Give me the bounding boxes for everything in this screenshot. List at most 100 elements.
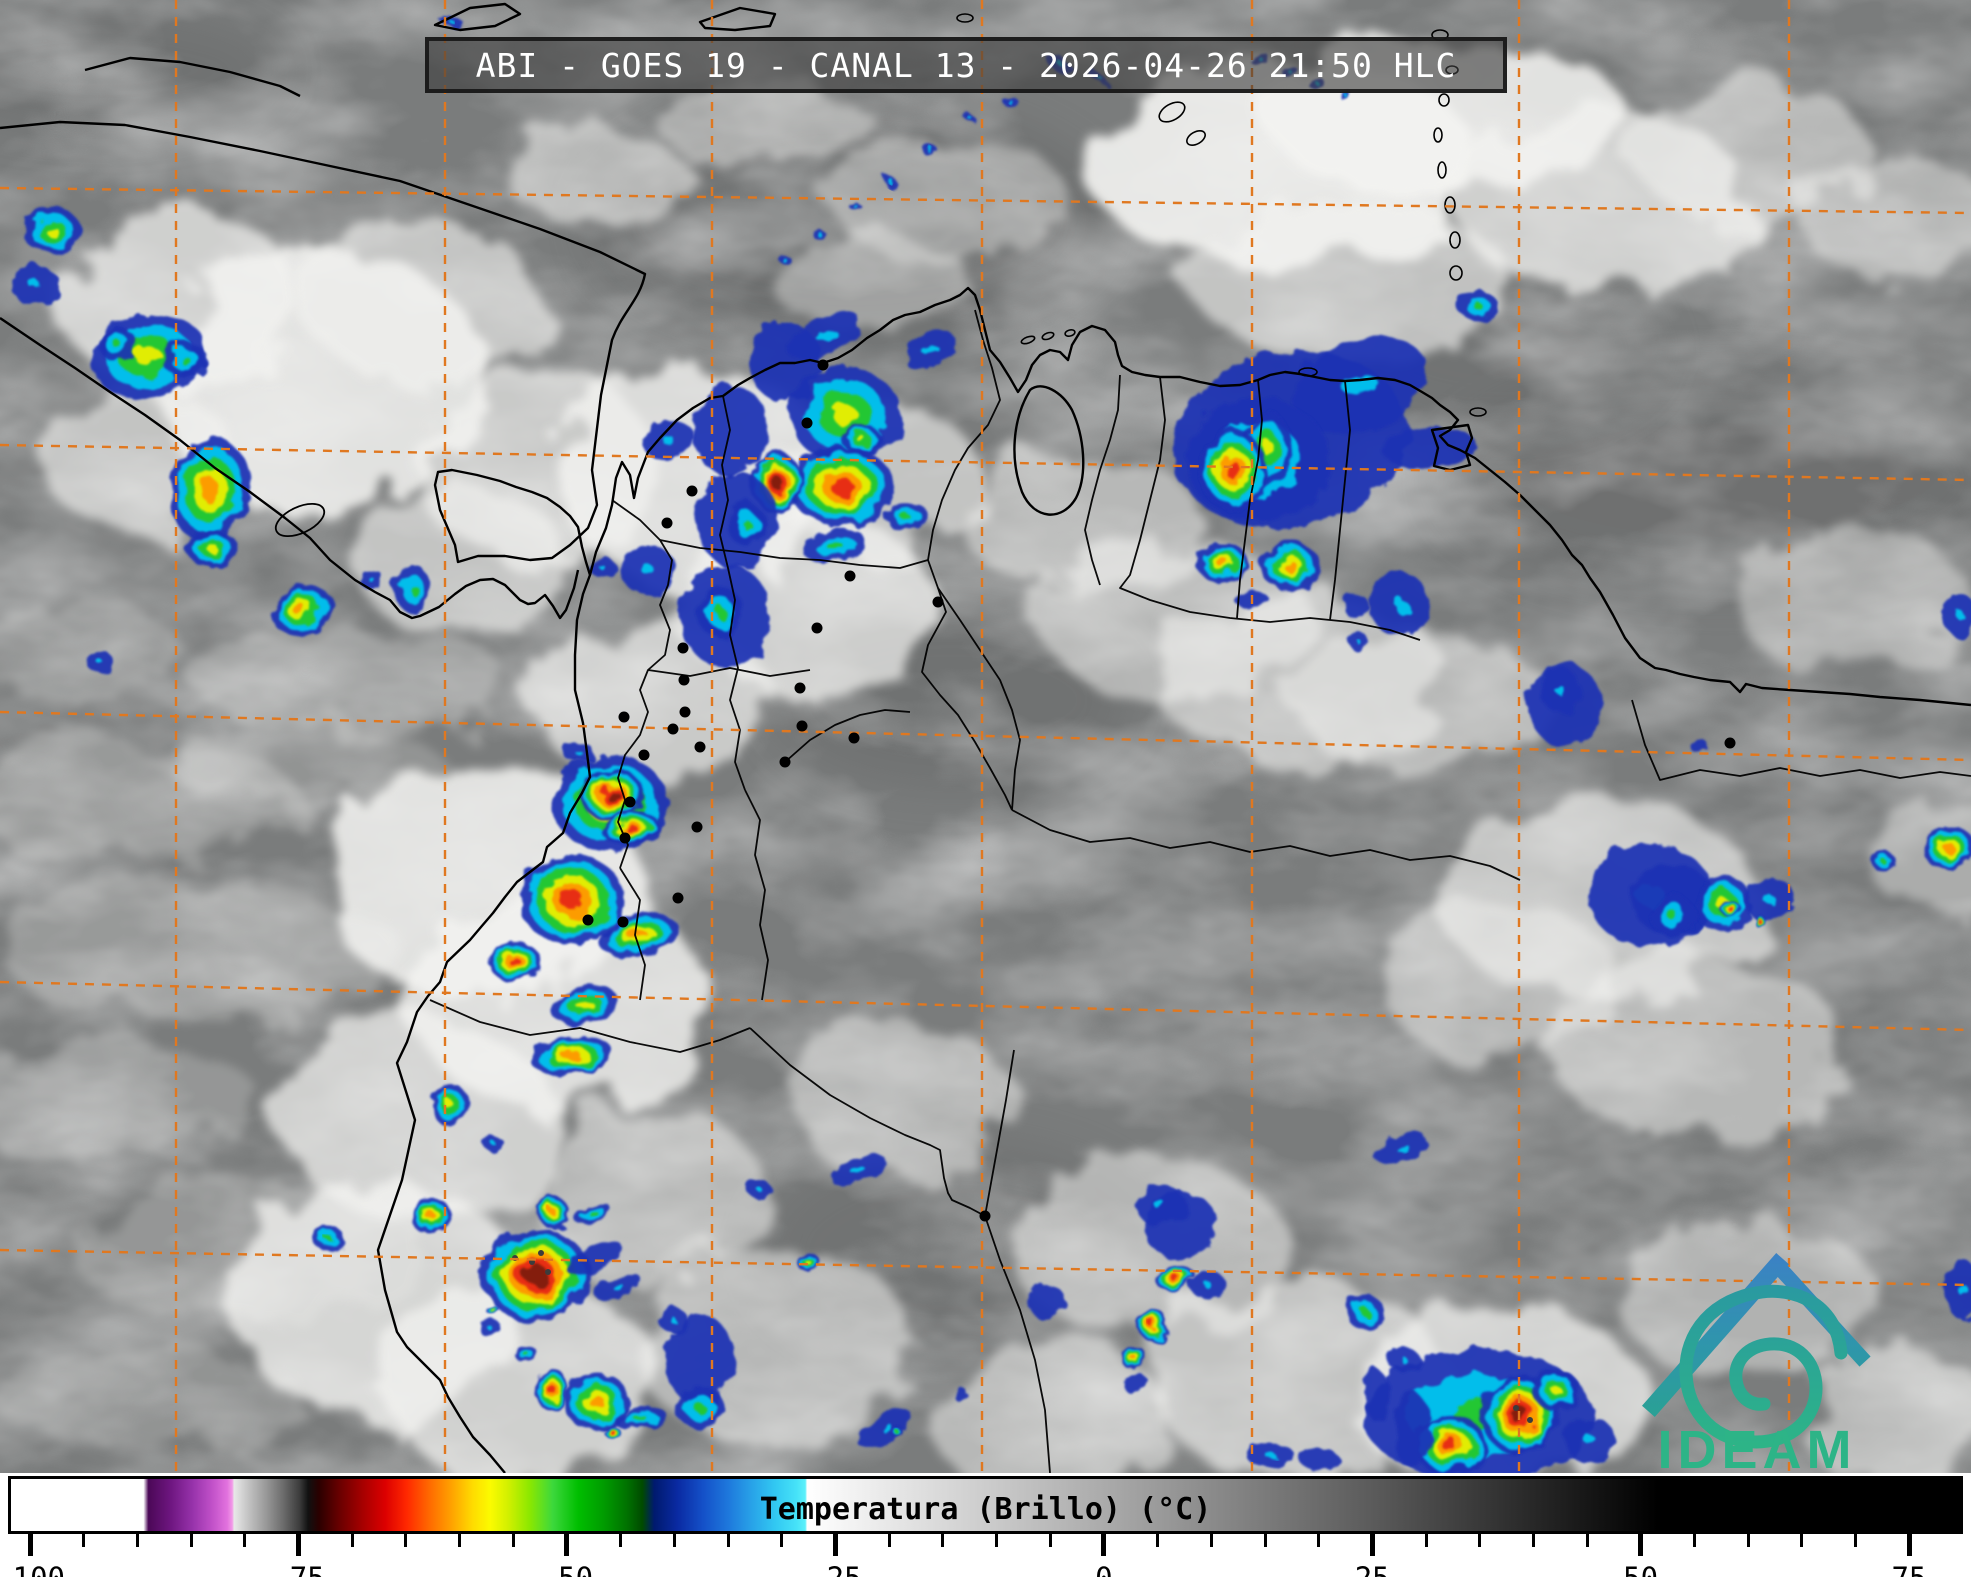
convective-cell xyxy=(1650,895,1694,935)
colorbar-minor-tick xyxy=(995,1534,998,1547)
convective-cell xyxy=(520,854,624,946)
city-dot xyxy=(796,720,808,732)
convective-cell xyxy=(829,1154,887,1186)
convective-cell xyxy=(1196,542,1248,582)
city-dot xyxy=(811,622,823,634)
colorbar-minor-tick xyxy=(887,1534,891,1547)
cloud-mass xyxy=(1290,630,1550,770)
lake-nicaragua xyxy=(274,502,326,538)
satellite-map: ABI - GOES 19 - CANAL 13 - 2026-04-26 21… xyxy=(0,0,1971,1473)
cloud-mass xyxy=(1730,530,1970,670)
convective-cells-layer xyxy=(12,15,1971,1473)
city-dot xyxy=(619,832,631,844)
colorbar-minor-tick xyxy=(1854,1534,1858,1547)
cloud-mass xyxy=(650,80,870,160)
colorbar-minor-tick xyxy=(189,1534,193,1547)
city-dot xyxy=(638,749,650,761)
convective-cell xyxy=(904,330,956,370)
coast-jamaica xyxy=(698,6,777,32)
convective-cell xyxy=(478,1320,502,1336)
country-department-borders xyxy=(429,309,1971,1473)
city-dot xyxy=(817,359,829,371)
colorbar-minor-tick xyxy=(672,1534,676,1547)
convective-cell xyxy=(1190,1271,1226,1299)
coast-trinidad xyxy=(1430,423,1474,472)
city-dot xyxy=(582,914,594,926)
cloud-mass xyxy=(1800,160,1971,280)
city-dot xyxy=(801,417,813,429)
convective-cell xyxy=(98,329,138,361)
colorbar-minor-tick xyxy=(1585,1534,1589,1547)
cloud-mass xyxy=(930,1340,1170,1473)
convective-cell xyxy=(885,501,925,531)
cloud-mass xyxy=(510,130,690,230)
convective-cell xyxy=(272,584,332,636)
cloud-mass xyxy=(0,1040,260,1160)
convective-cell xyxy=(486,1305,500,1315)
convective-cell xyxy=(1344,595,1370,619)
convective-cell xyxy=(432,1083,468,1127)
convective-cell xyxy=(1532,1370,1580,1410)
city-dot xyxy=(1724,737,1736,749)
convective-cell xyxy=(892,1429,904,1437)
island xyxy=(1469,407,1487,417)
colorbar-tick-label: -50 xyxy=(541,1561,593,1577)
convective-cell xyxy=(1384,427,1476,469)
convective-cell xyxy=(1414,1415,1486,1473)
overshooting-top xyxy=(545,1269,551,1275)
grid-parallel xyxy=(0,980,1971,1032)
colorbar-major-tick xyxy=(296,1534,301,1556)
colorbar-minor-tick xyxy=(1693,1534,1696,1547)
convective-cell xyxy=(698,586,742,638)
convective-cell xyxy=(572,1202,612,1224)
colorbar-minor-tick xyxy=(404,1534,408,1547)
convective-cell xyxy=(1458,291,1498,321)
colorbar-minor-tick xyxy=(82,1534,86,1547)
convective-cell xyxy=(658,1308,688,1332)
convective-cell xyxy=(408,1198,452,1232)
convective-cell xyxy=(1375,1131,1429,1165)
city-dot xyxy=(694,741,706,753)
colorbar-major-tick xyxy=(1906,1534,1912,1556)
city-dot xyxy=(844,570,856,582)
city-dot xyxy=(932,596,944,608)
convective-cell xyxy=(22,209,82,253)
colorbar-tick-label: 75 xyxy=(1892,1561,1927,1577)
grid-parallel xyxy=(0,186,1971,215)
colorbar-minor-tick xyxy=(1800,1534,1804,1547)
colorbar-minor-tick xyxy=(243,1534,247,1547)
colorbar-minor-tick xyxy=(1532,1534,1535,1547)
convective-cell xyxy=(1135,1185,1185,1225)
colorbar-minor-tick xyxy=(1209,1534,1213,1547)
island xyxy=(1064,329,1076,337)
colorbar-minor-tick xyxy=(1048,1534,1052,1547)
colorbar-tick-label: 25 xyxy=(1355,1561,1390,1577)
cloud-mass xyxy=(1800,1350,1971,1473)
island xyxy=(1020,335,1036,345)
cloud-mass xyxy=(160,720,440,800)
convective-cell xyxy=(589,559,617,577)
grid-parallel xyxy=(0,443,1971,482)
convective-cell xyxy=(790,447,894,527)
convective-cell xyxy=(665,1315,735,1405)
convective-cell xyxy=(358,568,382,588)
convective-cell xyxy=(1754,917,1766,927)
cloud-mass xyxy=(830,140,1070,260)
convective-cell xyxy=(642,419,694,461)
cloud-mass xyxy=(1630,80,1870,220)
island xyxy=(1298,367,1318,377)
convective-cell xyxy=(787,311,863,359)
colorbar-minor-tick xyxy=(511,1534,515,1547)
logo-hurricane-spiral-icon xyxy=(1679,1284,1848,1449)
convective-cell xyxy=(842,426,882,454)
colorbar-minor-tick xyxy=(1156,1534,1160,1547)
convective-cell xyxy=(748,1181,772,1199)
convective-cell xyxy=(1338,91,1352,99)
city-dot xyxy=(672,892,684,904)
city-dot xyxy=(794,682,806,694)
colorbar-minor-tick xyxy=(136,1534,139,1547)
convective-cell xyxy=(169,438,251,542)
city-dot xyxy=(618,711,630,723)
convective-cell xyxy=(565,1372,629,1432)
convective-cell xyxy=(1946,1260,1971,1320)
